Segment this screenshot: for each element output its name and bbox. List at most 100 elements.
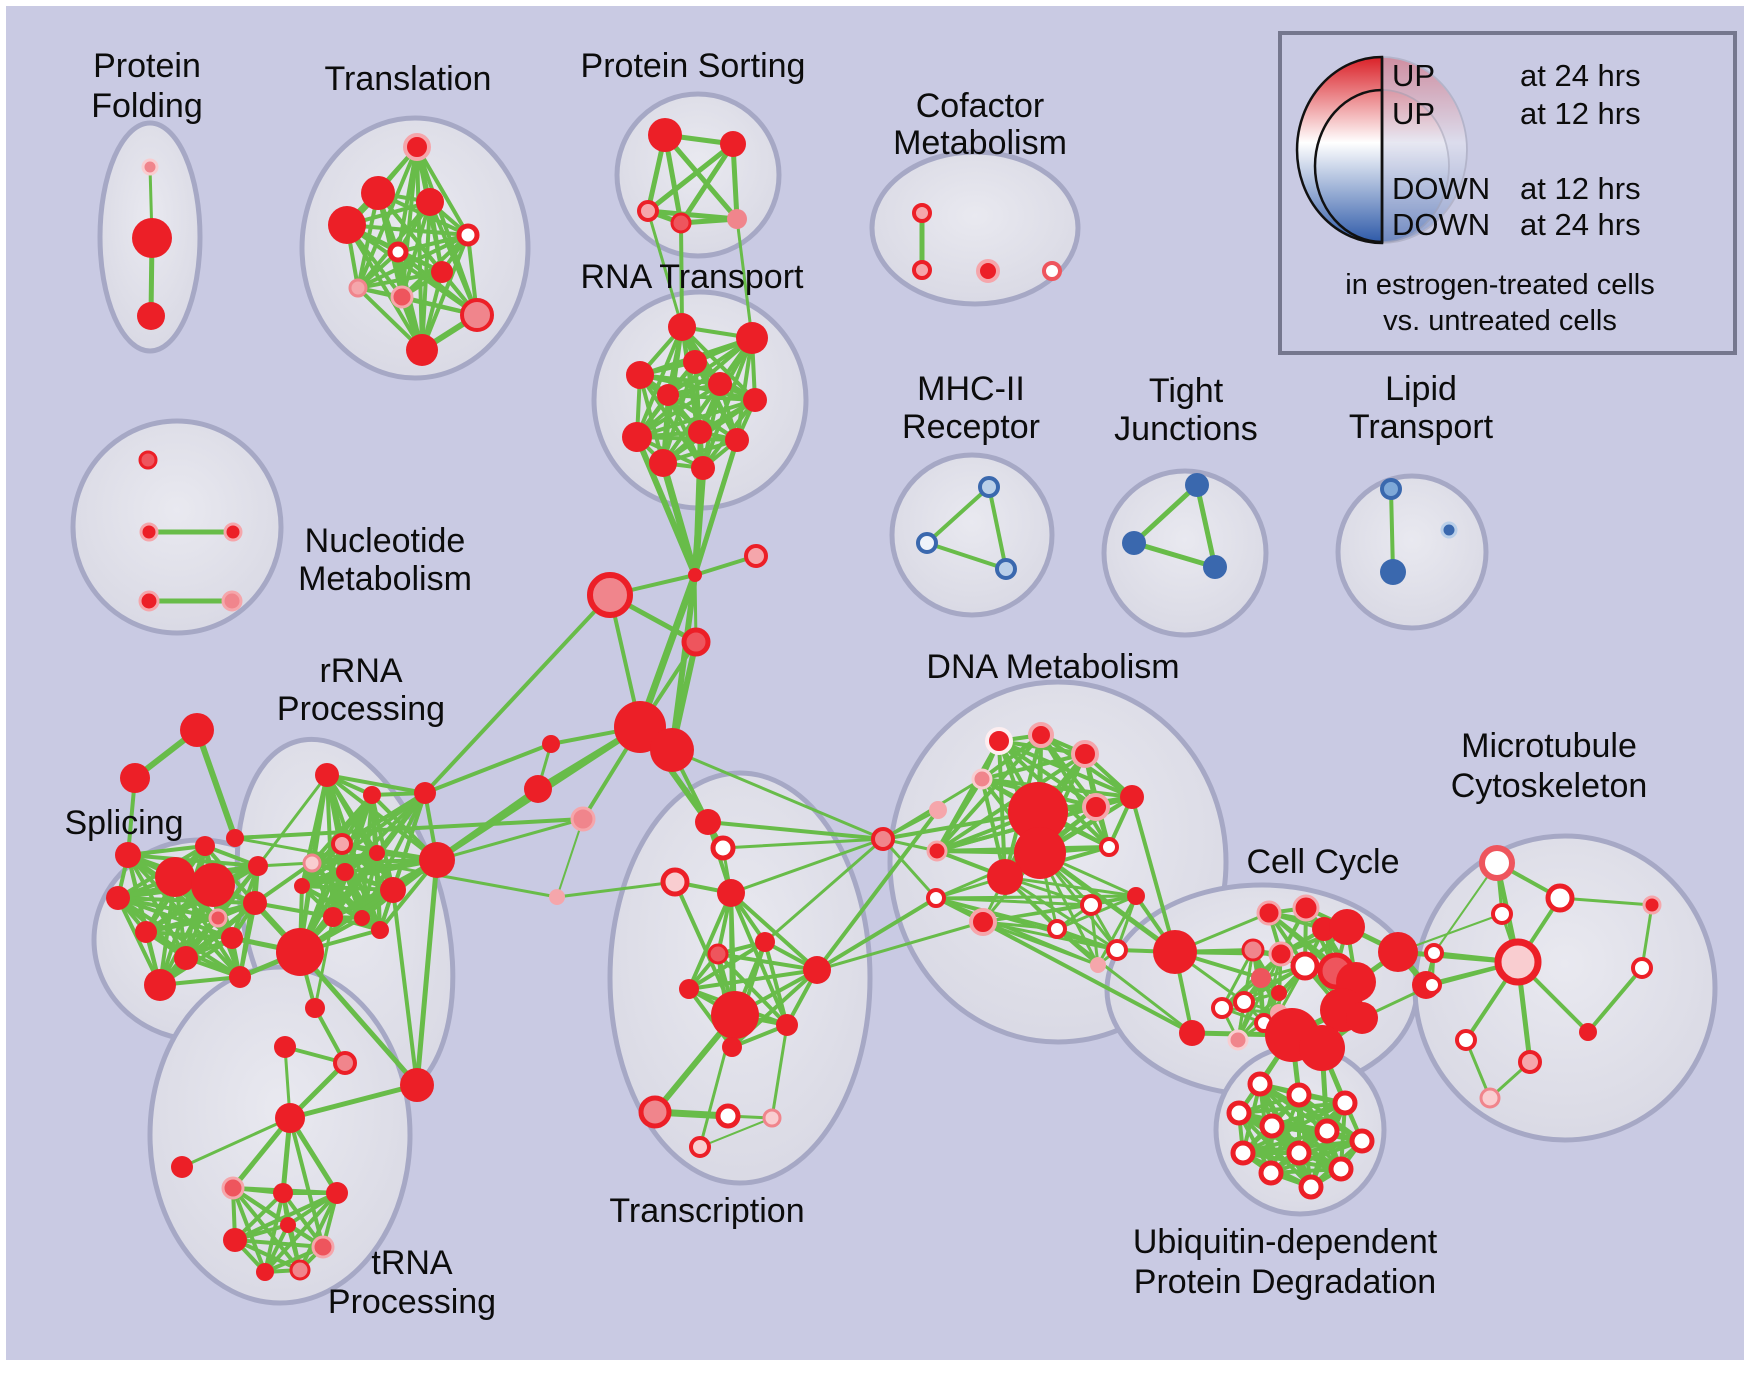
- node-q5: [1314, 1118, 1340, 1144]
- node-m0: [978, 476, 1000, 498]
- edge-sp3-sp10: [116, 896, 162, 987]
- node-r1: [736, 322, 768, 354]
- node-tr5: [755, 932, 775, 952]
- edge-tr6-d14: [815, 920, 985, 972]
- edge-sp8-sp11: [238, 864, 260, 979]
- cluster-label-ubiquitin-degradation-line1: Protein Degradation: [1134, 1263, 1436, 1301]
- node-mt8: [1579, 1023, 1597, 1041]
- edge-p1-p2: [645, 141, 736, 214]
- node-sp9: [195, 836, 215, 856]
- edge-tr5-d5: [763, 837, 885, 944]
- node-cf2: [976, 259, 1000, 283]
- cluster-label-lipid-transport-line0: Lipid: [1385, 370, 1457, 408]
- node-mt1: [1545, 883, 1575, 913]
- legend-row-3-direction: DOWN: [1392, 207, 1490, 242]
- node-pf0: [141, 158, 159, 176]
- node-t7: [348, 278, 368, 298]
- node-cf1: [912, 260, 932, 280]
- cluster-label-protein-folding-line0: Protein: [93, 47, 201, 85]
- cluster-label-nucleotide-metabolism-line0: Nucleotide: [305, 522, 466, 560]
- node-tr13: [762, 1108, 782, 1128]
- node-d11: [1120, 785, 1144, 809]
- node-sp6: [221, 927, 243, 949]
- node-tr11: [638, 1095, 672, 1129]
- cluster-ellipse-microtubule-cytoskeleton: [1412, 833, 1718, 1143]
- node-tn9: [256, 1263, 274, 1281]
- node-t3: [328, 206, 366, 244]
- legend-row-0-direction: UP: [1392, 58, 1435, 93]
- edge-d9-d17: [1003, 875, 1138, 898]
- cluster-label-cofactor-metabolism-line1: Metabolism: [893, 124, 1067, 162]
- edge-d2-d3: [980, 752, 1087, 781]
- node-mt0: [1479, 845, 1515, 881]
- node-rr0: [315, 763, 339, 787]
- edge-mt0-mt4: [1433, 862, 1498, 954]
- edge-tn4-tn10: [231, 1186, 302, 1272]
- cluster-label-nucleotide-metabolism-line1: Metabolism: [298, 560, 472, 598]
- cluster-ellipse-cofactor-metabolism: [869, 149, 1081, 307]
- node-tr4: [707, 943, 729, 965]
- legend-inner-circle-left-half: [1313, 88, 1384, 244]
- edge-t4-t5: [396, 233, 470, 254]
- node-cc9: [1251, 968, 1271, 988]
- node-cc18: [1211, 997, 1233, 1019]
- node-r3: [626, 361, 654, 389]
- node-rr15: [294, 878, 310, 894]
- edge-q5-q7: [1241, 1129, 1329, 1155]
- node-c2: [744, 544, 768, 568]
- node-sp12: [208, 908, 228, 928]
- node-sp8: [248, 856, 268, 876]
- cluster-label-trna-processing-line1: Processing: [328, 1283, 496, 1321]
- node-j0: [1185, 473, 1209, 497]
- node-sp4: [135, 921, 157, 943]
- edge-d13-tr6: [815, 896, 938, 972]
- node-cc3: [1329, 909, 1365, 945]
- edge-tn2-tn4: [230, 1115, 293, 1191]
- node-l2: [1440, 521, 1458, 539]
- cluster-label-rrna-processing-line0: rRNA: [319, 652, 402, 690]
- node-sp2: [115, 842, 141, 868]
- node-d16: [1080, 894, 1102, 916]
- edge-c8-tr2: [555, 880, 677, 899]
- node-mt4: [1424, 943, 1444, 963]
- node-mt3: [1494, 938, 1542, 986]
- cluster-label-lipid-transport-line1: Transport: [1349, 408, 1494, 446]
- node-d9: [987, 859, 1023, 895]
- node-t4: [456, 223, 480, 247]
- node-d18: [1106, 939, 1128, 961]
- edge-sp3-sp11: [116, 896, 242, 979]
- legend-caption-line0: in estrogen-treated cells: [1345, 269, 1655, 301]
- cluster-label-rrna-processing-line1: Processing: [277, 690, 445, 728]
- node-tr2: [660, 867, 690, 897]
- edge-c0-h1: [636, 571, 699, 731]
- legend-row-1-time: at 12 hrs: [1520, 96, 1641, 131]
- node-tr10: [722, 1037, 742, 1057]
- node-t10: [406, 334, 438, 366]
- node-t2: [416, 188, 444, 216]
- node-cc10: [1271, 985, 1287, 1001]
- node-n3: [138, 590, 160, 612]
- node-rr1: [363, 786, 381, 804]
- cluster-ellipse-lipid-transport: [1335, 473, 1489, 631]
- edge-r6-r7: [635, 398, 757, 439]
- legend-caption-line1: vs. untreated cells: [1383, 305, 1617, 337]
- node-rr7: [380, 877, 406, 903]
- node-c5: [542, 735, 560, 753]
- node-u2: [1299, 1025, 1345, 1071]
- node-n0: [138, 450, 158, 470]
- node-d2: [1071, 740, 1099, 768]
- node-d19: [1090, 957, 1106, 973]
- edge-r8-c0: [693, 430, 702, 577]
- legend-row-2-direction: DOWN: [1392, 171, 1490, 206]
- node-r4: [708, 372, 732, 396]
- node-q1: [1286, 1082, 1312, 1108]
- edge-q6-q10: [1269, 1139, 1364, 1175]
- node-tn3: [171, 1156, 193, 1178]
- node-cc11: [1233, 991, 1255, 1013]
- edge-l0-l1: [1389, 487, 1395, 574]
- edge-sp8-rr0: [256, 773, 329, 868]
- node-sp0: [155, 857, 195, 897]
- node-t9: [460, 298, 494, 332]
- edge-tr4-tr6: [716, 952, 819, 972]
- node-m1: [916, 532, 938, 554]
